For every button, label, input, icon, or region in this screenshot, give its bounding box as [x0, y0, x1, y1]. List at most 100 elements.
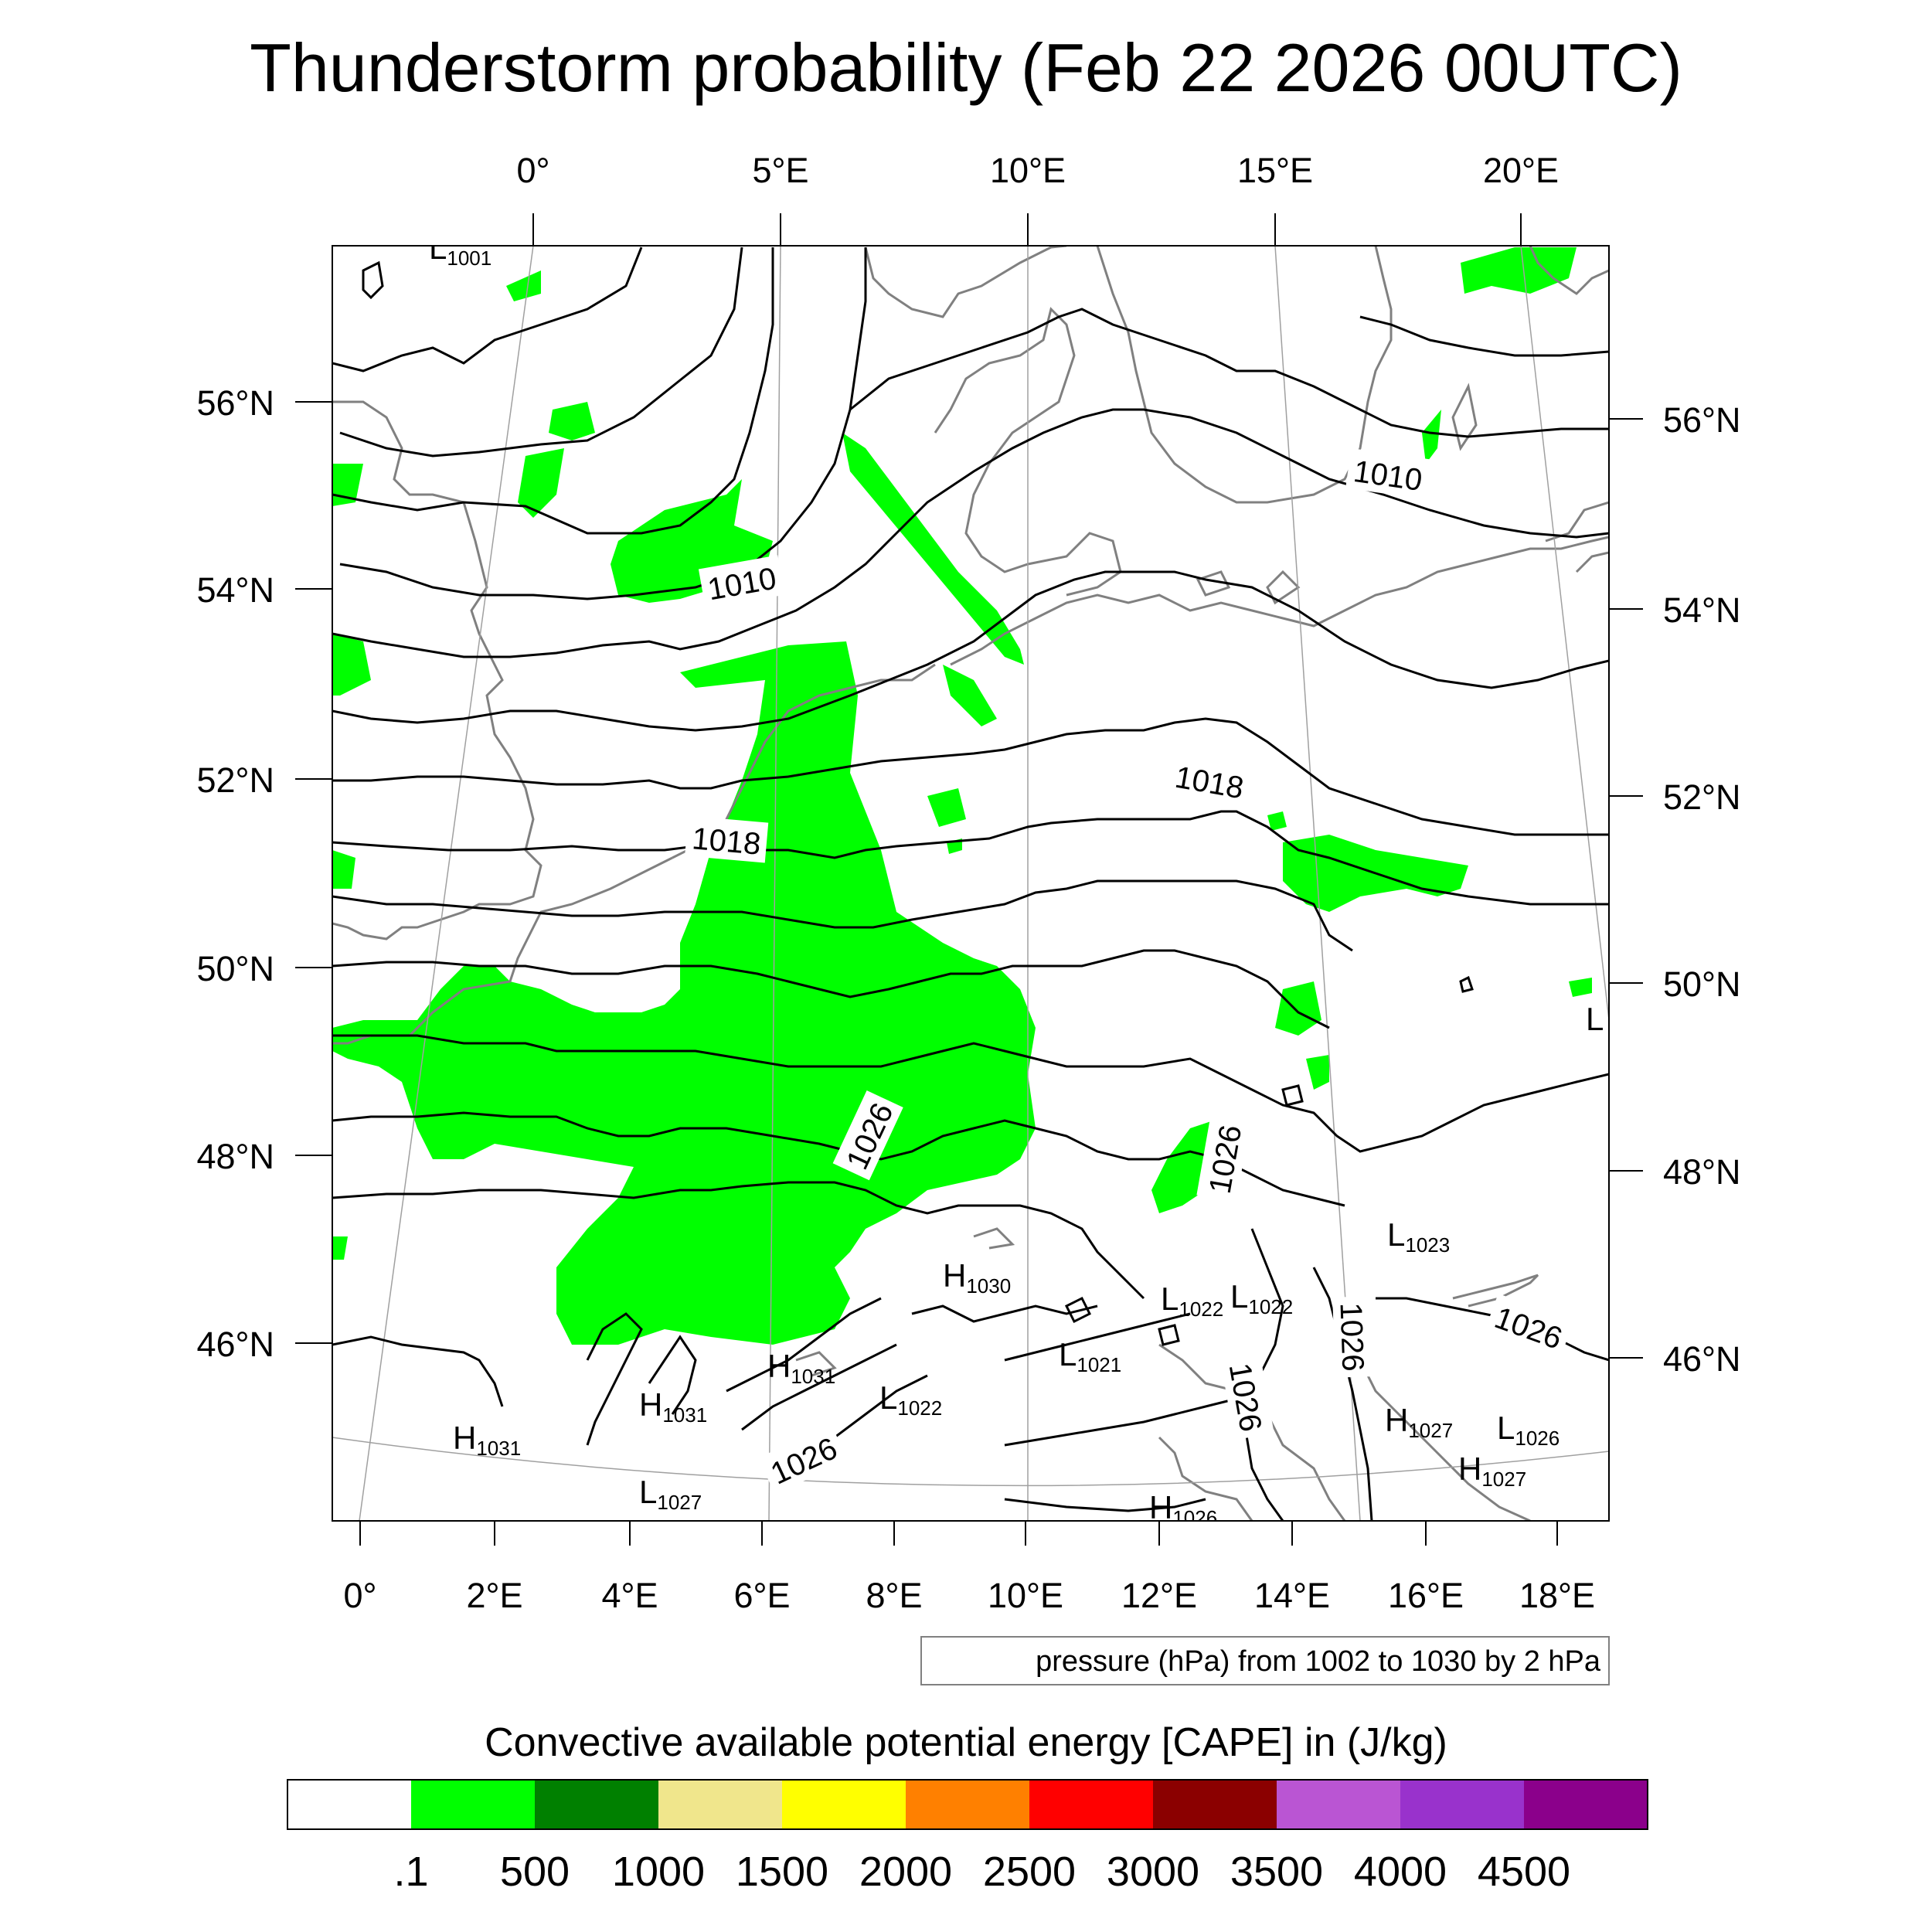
isobar-alps-1: [586, 1312, 643, 1446]
colorbar-swatches: [287, 1780, 1648, 1829]
cape-area-north: [549, 402, 595, 440]
isobar-po: [1004, 1397, 1237, 1447]
bottom-lon-label: 0°: [343, 1576, 376, 1615]
bottom-lon-label: 4°E: [601, 1576, 658, 1615]
cape-area-3: [1267, 811, 1287, 831]
colorbar-swatch: [1153, 1780, 1277, 1829]
cape-area-southeast: [1569, 978, 1592, 997]
svg-text:1026: 1026: [1333, 1302, 1369, 1372]
colorbar-label: 2000: [859, 1849, 952, 1895]
contour-label: 1010: [1345, 448, 1431, 500]
pressure-center: H1026: [1149, 1489, 1217, 1529]
colorbar-swatch: [287, 1780, 411, 1829]
colorbar-swatch: [1277, 1780, 1400, 1829]
isobar-alps-2: [648, 1335, 697, 1415]
colorbar-swatch: [1400, 1780, 1524, 1829]
isobar-closed-2: [1064, 1296, 1092, 1324]
pressure-center: H1031: [767, 1348, 835, 1388]
isobar-alps-6: [911, 1304, 1098, 1323]
isobar-alps-7: [1004, 1312, 1191, 1362]
colorbar-label: 3500: [1230, 1849, 1323, 1895]
coast-lake-constance: [973, 1227, 1015, 1250]
colorbar-swatch: [411, 1780, 535, 1829]
isobar-north-2: [339, 247, 743, 457]
figure-title: Thunderstorm probability (Feb 22 2026 00…: [250, 29, 1682, 106]
right-lat-label: 54°N: [1663, 590, 1741, 630]
colorbar-label: 2500: [983, 1849, 1076, 1895]
top-lon-label: 10°E: [990, 151, 1066, 190]
contour-info-box: pressure (hPa) from 1002 to 1030 by 2 hP…: [920, 1636, 1610, 1685]
contour-label: 1026: [1196, 1115, 1250, 1202]
colorbar-label: 1000: [612, 1849, 705, 1895]
pressure-center: L1026: [1497, 1410, 1560, 1450]
colorbar-outline: [287, 1779, 1648, 1830]
isobar-south-2: [332, 949, 1330, 1029]
isobar-italy: [1004, 1498, 1206, 1512]
bottom-lon-label: 10°E: [988, 1576, 1063, 1615]
cape-area-1: [927, 788, 966, 827]
isobar-closed-3: [1158, 1324, 1180, 1346]
cape-area-germany-north: [943, 665, 997, 726]
top-lon-label: 0°: [516, 151, 549, 190]
bottom-lon-label: 8°E: [866, 1576, 922, 1615]
coast-norway: [864, 246, 1067, 318]
pressure-centers: L1001 H1030 L1022 L1022 L1023 H1031 L102…: [429, 246, 1604, 1529]
isobar-north-3: [332, 247, 774, 535]
coast-lake-geneva: [795, 1351, 837, 1377]
isobar-south-5: [332, 1181, 1145, 1300]
bottom-axis: 0° 2°E 4°E 6°E 8°E 10°E 12°E 14°E 16°E 1…: [343, 1521, 1595, 1615]
cape-area-west-edge-2: [332, 634, 371, 696]
bottom-lon-label: 6°E: [733, 1576, 790, 1615]
map-content: 1010 1010 1018 1018 1026 1026: [332, 246, 1609, 1529]
legend-title: Convective available potential energy [C…: [485, 1720, 1447, 1765]
cape-area-scotland-sea: [518, 448, 564, 518]
cape-area-baltic: [1422, 410, 1441, 464]
colorbar-label: 3000: [1107, 1849, 1199, 1895]
coast-italy: [1158, 1436, 1253, 1521]
right-lat-label: 52°N: [1663, 777, 1741, 817]
left-ticks: [295, 401, 332, 1344]
colorbar-label: 1500: [736, 1849, 828, 1895]
isobar-south-4: [332, 1111, 1345, 1207]
left-lat-label: 46°N: [196, 1325, 274, 1364]
top-lon-label: 5°E: [752, 151, 808, 190]
isobar-south-3: [332, 1034, 1609, 1153]
bottom-lon-label: 16°E: [1388, 1576, 1464, 1615]
colorbar-swatch: [1029, 1780, 1153, 1829]
cape-area-west-edge-4: [332, 1236, 348, 1260]
colorbar-swatch: [535, 1780, 658, 1829]
pressure-center: L1022: [1161, 1281, 1223, 1321]
cape-area-czech: [1275, 981, 1321, 1036]
contour-label: 1018: [1166, 753, 1253, 808]
bottom-lon-label: 2°E: [466, 1576, 522, 1615]
right-lat-label: 56°N: [1663, 400, 1741, 440]
isobar-alps-4: [741, 1343, 897, 1431]
right-ticks: [1609, 418, 1643, 1359]
pressure-center: H1027: [1385, 1402, 1453, 1442]
colorbar-swatch: [1524, 1780, 1648, 1829]
left-lat-label: 50°N: [196, 949, 274, 988]
contour-info-text: pressure (hPa) from 1002 to 1030 by 2 hP…: [1036, 1645, 1601, 1678]
coast-gulf-riga: [1529, 246, 1609, 295]
top-lon-label: 15°E: [1237, 151, 1313, 190]
pressure-center: L1023: [1387, 1216, 1450, 1257]
coast-denmark: [934, 307, 1122, 597]
isobar-south-1: [332, 879, 1353, 952]
contour-label: 1026: [1220, 1353, 1274, 1440]
top-axis: 0° 5°E 10°E 15°E 20°E: [516, 151, 1559, 246]
colorbar-swatch: [658, 1780, 782, 1829]
top-ticks: [532, 213, 1522, 246]
bottom-lon-label: 12°E: [1121, 1576, 1197, 1615]
bottom-lon-label: 14°E: [1254, 1576, 1330, 1615]
left-lat-label: 52°N: [196, 760, 274, 800]
isobar-closed-5: [1459, 975, 1474, 993]
cape-area-denmark-band: [842, 433, 1024, 665]
pressure-center: L1021: [1059, 1336, 1121, 1376]
bottom-lon-label: 18°E: [1519, 1576, 1595, 1615]
coast-scotland: [332, 400, 543, 940]
cape-area-norway: [506, 270, 541, 301]
left-axis: 56°N 54°N 52°N 50°N 48°N 46°N: [196, 383, 332, 1364]
coast-lithuania: [1545, 501, 1609, 543]
left-lat-label: 56°N: [196, 383, 274, 423]
cape-area-hungary: [1306, 1055, 1329, 1090]
